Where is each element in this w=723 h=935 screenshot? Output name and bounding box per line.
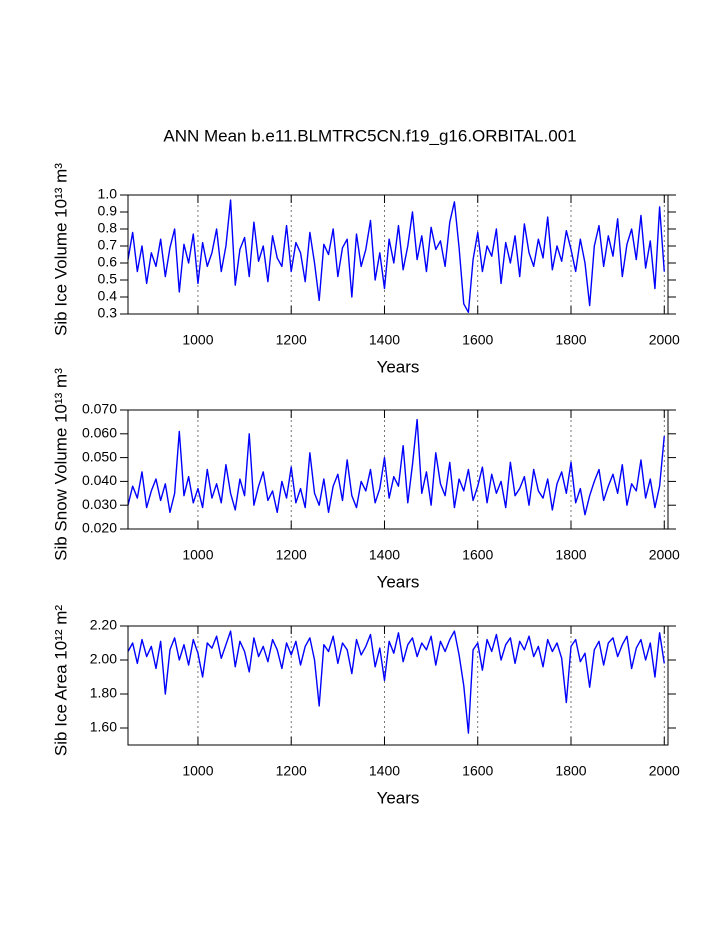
data-line [127, 630, 665, 734]
y-tick-label: 0.040 [82, 472, 117, 488]
y-axis-label: Sib Ice Volume 10¹³ m³ [51, 163, 70, 336]
x-axis-label: Years [377, 357, 420, 376]
x-tick-label: 1800 [555, 547, 586, 563]
x-tick-label: 1600 [462, 332, 493, 348]
plot-frame [127, 194, 669, 315]
x-tick-label: 1200 [276, 763, 307, 779]
x-axis-label: Years [377, 572, 420, 591]
x-tick-label: 2000 [649, 547, 680, 563]
y-tick-label: 0.050 [82, 448, 117, 464]
y-tick-label: 0.030 [82, 496, 117, 512]
y-tick-label: 0.060 [82, 425, 117, 441]
plot-frame [127, 625, 669, 746]
y-tick-label: 0.3 [98, 305, 118, 321]
y-tick-label: 2.20 [90, 617, 117, 633]
data-line [127, 418, 665, 516]
x-tick-label: 1400 [369, 763, 400, 779]
data-line [127, 199, 665, 313]
y-tick-label: 0.070 [82, 401, 117, 417]
y-tick-label: 0.6 [98, 254, 118, 270]
y-tick-label: 1.80 [90, 685, 117, 701]
x-tick-label: 1200 [276, 332, 307, 348]
x-tick-label: 1200 [276, 547, 307, 563]
y-tick-label: 0.5 [98, 271, 118, 287]
y-axis-label: Sib Ice Area 10¹² m² [51, 605, 70, 757]
x-tick-label: 1400 [369, 547, 400, 563]
x-tick-label: 1000 [182, 763, 213, 779]
x-tick-label: 1800 [555, 763, 586, 779]
x-tick-label: 2000 [649, 332, 680, 348]
x-tick-label: 2000 [649, 763, 680, 779]
y-tick-label: 0.9 [98, 203, 118, 219]
x-tick-label: 1600 [462, 763, 493, 779]
y-tick-label: 1.0 [98, 186, 118, 202]
figure-title: ANN Mean b.e11.BLMTRC5CN.f19_g16.ORBITAL… [163, 126, 576, 145]
y-tick-label: 0.020 [82, 520, 117, 536]
y-axis-label: Sib Snow Volume 10¹³ m³ [51, 368, 70, 561]
x-tick-label: 1600 [462, 547, 493, 563]
y-tick-label: 1.60 [90, 719, 117, 735]
x-tick-label: 1000 [182, 547, 213, 563]
plot-frame [127, 409, 669, 530]
y-tick-label: 0.7 [98, 237, 118, 253]
y-tick-label: 0.8 [98, 220, 118, 236]
x-tick-label: 1800 [555, 332, 586, 348]
x-axis-label: Years [377, 788, 420, 807]
x-tick-label: 1400 [369, 332, 400, 348]
x-tick-label: 1000 [182, 332, 213, 348]
y-tick-label: 0.4 [98, 288, 118, 304]
y-tick-label: 2.00 [90, 651, 117, 667]
